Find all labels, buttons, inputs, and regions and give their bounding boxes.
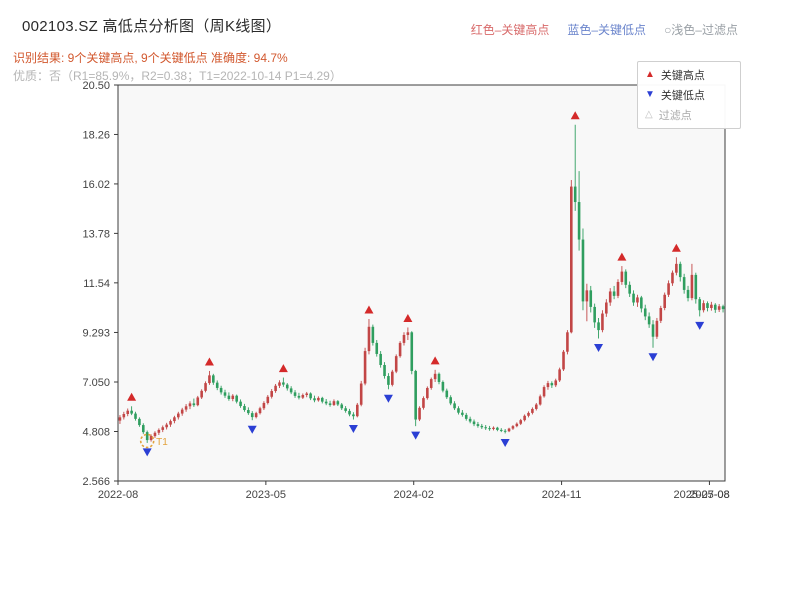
svg-text:11.54: 11.54 [83,278,110,290]
key-high-marker [570,111,580,120]
top-legend-key-low: 蓝色–关键低点 [567,23,647,37]
x-axis: 2022-08 2023-05 2024-02 2024-11 2025-082025-… [98,481,730,501]
filtered-triangle-icon: △ [645,109,653,120]
svg-text:2024-02: 2024-02 [394,489,434,501]
svg-text:2025-08: 2025-08 [689,489,729,501]
key-low-marker [348,425,358,434]
candles [118,124,725,443]
key-low-markers [142,321,705,457]
y-axis: 20.50 18.26 16.02 13.78 11.54 9.293 7.050 4.808… [82,80,118,488]
svg-text:2023-05: 2023-05 [246,489,286,501]
key-low-marker [247,425,257,434]
svg-text:16.02: 16.02 [82,179,110,191]
svg-text:9.293: 9.293 [82,327,110,339]
key-low-marker [594,343,604,352]
svg-text:2025-07-08: 2025-07-08 [674,489,730,501]
legend-item-label: 关键高点 [660,70,705,82]
top-legend: 红色–关键高点 蓝色–关键低点 ○浅色–过滤点 [471,21,738,38]
svg-text:18.26: 18.26 [82,129,110,141]
key-high-marker [278,364,288,373]
plot-background [118,85,725,481]
key-high-marker [127,392,137,401]
legend-item-key-low: ▼ 关键低点 [645,87,733,103]
svg-text:20.50: 20.50 [82,80,110,92]
page-title: 002103.SZ 高低点分析图（周K线图） [22,18,282,35]
key-high-marker [617,252,627,261]
svg-text:7.050: 7.050 [82,377,110,389]
key-low-triangle-icon: ▼ [645,89,655,100]
legend-item-filtered: △ 过滤点 [645,107,733,123]
top-legend-filtered: ○浅色–过滤点 [664,23,738,37]
t1-annotation: T1 [139,433,168,449]
svg-text:2022-08: 2022-08 [98,489,138,501]
svg-text:2.566: 2.566 [82,476,110,488]
legend-item-label: 过滤点 [658,110,692,122]
key-low-marker [383,394,393,403]
key-low-marker [500,438,510,447]
svg-text:2024-11: 2024-11 [542,489,582,501]
key-high-marker [671,243,681,252]
legend-item-key-high: ▲ 关键高点 [645,67,733,83]
key-high-markers [127,111,681,401]
svg-text:4.808: 4.808 [82,426,110,438]
top-legend-key-high: 红色–关键高点 [470,23,550,37]
recognition-result: 识别结果: 9个关键高点, 9个关键低点 准确度: 94.7% [13,51,288,65]
key-high-marker [364,305,374,314]
chart-legend-box: ▲ 关键高点 ▼ 关键低点 △ 过滤点 [637,61,741,129]
key-low-marker [695,321,705,330]
legend-item-label: 关键低点 [660,90,705,102]
key-low-marker [142,448,152,457]
key-high-marker [403,313,413,322]
key-high-marker [204,357,214,366]
svg-text:13.78: 13.78 [82,228,110,240]
key-low-marker [648,353,658,362]
t1-label: T1 [156,437,168,448]
t1-circle [139,433,155,449]
quality-summary: 优质：否（R1=85.9%，R2=0.38；T1=2022-10-14 P1=4… [13,69,342,83]
plot-border [117,84,726,482]
key-high-triangle-icon: ▲ [645,69,655,80]
key-low-marker [411,431,421,440]
key-high-marker [430,356,440,365]
